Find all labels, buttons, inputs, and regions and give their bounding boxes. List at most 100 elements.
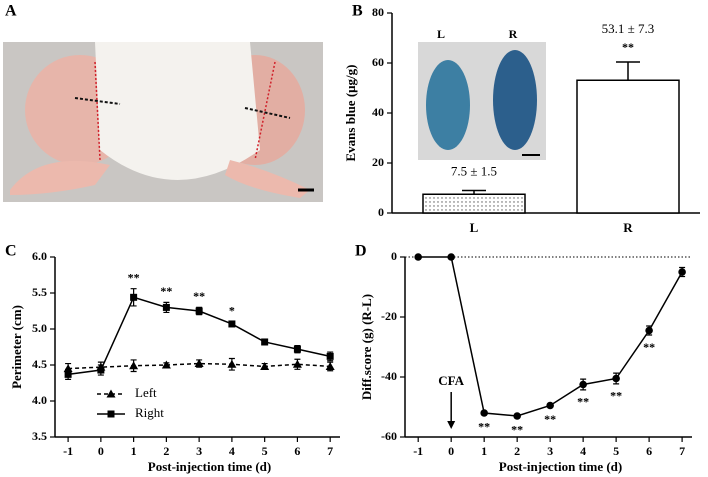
annotation: ** [128,270,140,284]
value-label: 7.5 ± 1.5 [451,163,497,178]
y-tick-label: -20 [381,309,397,323]
marker [97,366,105,374]
legend-label: Right [135,405,164,420]
inset-label: L [437,27,445,41]
error-bar [616,61,640,81]
annotation: ** [478,419,490,433]
marker [162,303,170,311]
annotation: * [229,304,235,318]
x-tick-label: 6 [646,444,652,458]
x-tick-label: 0 [448,444,454,458]
x-tick-label: -1 [63,444,73,458]
marker [579,380,587,389]
value-label: 53.1 ± 7.3 [602,21,655,36]
annotation: ** [643,340,655,354]
marker [227,359,237,368]
marker [228,320,236,328]
x-tick-label: R [623,220,633,235]
annotation: ** [193,289,205,303]
legend-marker [107,410,115,418]
x-tick-label: 1 [131,444,137,458]
marker [64,370,72,378]
panel-label: B [352,3,363,20]
marker [447,253,455,261]
series-line [68,362,331,370]
x-tick-label: 0 [98,444,104,458]
panel-label: A [5,3,17,20]
bar [576,79,680,214]
x-axis-label: Post-injection time (d) [499,459,622,474]
x-tick-label: 7 [327,444,333,458]
x-tick-label: 3 [547,444,553,458]
y-tick-label: 0 [378,205,384,219]
y-tick-label: 3.5 [32,429,47,443]
y-axis-label: Diff.score (g) (R-L) [359,294,374,400]
y-tick-label: 80 [372,5,384,19]
marker [326,352,334,360]
legend-marker [106,389,116,398]
annotation: ** [511,422,523,436]
inset-photo [418,42,546,160]
panel-label: D [355,243,367,260]
arrow-label: CFA [438,373,464,388]
annotation: ** [160,284,172,298]
inset-label: R [509,27,518,41]
y-tick-label: -40 [381,369,397,383]
y-tick-label: 20 [372,155,384,169]
x-tick-label: 5 [613,444,619,458]
y-tick-label: -60 [381,429,397,443]
marker [678,268,686,276]
annotation: ** [577,395,589,409]
x-tick-label: 3 [196,444,202,458]
x-tick-label: 1 [481,444,487,458]
x-tick-label: L [470,220,479,235]
marker [414,253,422,261]
y-tick-label: 4.5 [32,357,47,371]
legend-label: Left [135,385,157,400]
x-tick-label: 4 [229,444,235,458]
marker [645,326,653,335]
marker [260,361,270,370]
y-tick-label: 5.0 [32,321,47,335]
marker [161,360,171,369]
y-tick-label: 4.0 [32,393,47,407]
panel-label: C [5,243,17,260]
marker [546,401,554,410]
marker [612,374,620,383]
marker [261,338,269,346]
marker [63,364,73,373]
y-tick-label: 40 [372,105,384,119]
x-tick-label: 5 [262,444,268,458]
y-tick-label: 5.5 [32,285,47,299]
annotation: ** [610,389,622,403]
photo [3,42,323,202]
x-tick-label: 2 [514,444,520,458]
x-tick-label: 2 [163,444,169,458]
x-tick-label: 6 [294,444,300,458]
bar [422,193,526,214]
marker [293,345,301,353]
y-axis-label: Evans blue (μg/g) [343,65,358,162]
annotation: ** [544,412,556,426]
x-tick-label: 4 [580,444,586,458]
marker [292,359,302,368]
x-tick-label: 7 [679,444,685,458]
series-line [418,256,683,417]
error-bar [462,189,486,195]
y-tick-label: 6.0 [32,249,47,263]
x-tick-label: -1 [413,444,423,458]
marker [513,412,521,420]
y-tick-label: 0 [391,249,397,263]
annotation: ** [622,40,634,54]
y-axis-label: Perimeter (cm) [9,305,24,389]
arrow-head [447,421,456,429]
marker [325,361,335,370]
marker [194,359,204,368]
marker [195,307,203,315]
y-tick-label: 60 [372,55,384,69]
x-axis-label: Post-injection time (d) [148,459,271,474]
marker [480,409,488,417]
marker [129,361,139,370]
marker [130,293,138,301]
